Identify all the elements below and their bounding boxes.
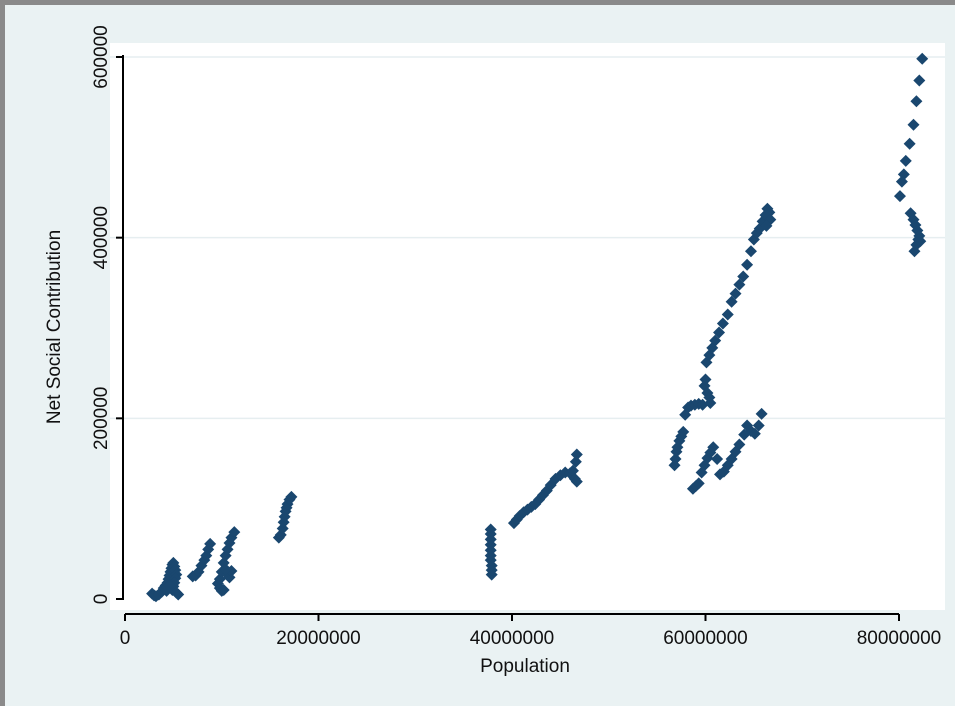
- data-point: [893, 190, 906, 203]
- x-axis: 0 20000000 40000000 60000000 80000000: [120, 614, 942, 649]
- y-tick-label: 400000: [91, 206, 112, 269]
- data-point: [737, 270, 750, 283]
- gridlines: [110, 56, 945, 420]
- x-tick-label: 60000000: [663, 628, 748, 649]
- data-point: [570, 448, 583, 461]
- data-point: [908, 245, 921, 258]
- data-point: [910, 95, 923, 108]
- data-point: [912, 233, 925, 246]
- data-point: [228, 526, 241, 539]
- data-point: [510, 513, 523, 526]
- data-point: [570, 475, 583, 488]
- y-axis: 0 200000 400000 600000: [91, 25, 123, 604]
- y-tick-label: 0: [91, 594, 112, 605]
- y-tick-label: 200000: [91, 387, 112, 450]
- data-point: [285, 490, 298, 503]
- data-point: [160, 584, 173, 597]
- data-point: [763, 206, 776, 219]
- data-point: [707, 441, 720, 454]
- data-point: [699, 373, 712, 386]
- data-point: [204, 537, 217, 550]
- x-tick-label: 40000000: [470, 628, 555, 649]
- y-tick-label: 600000: [91, 25, 112, 88]
- x-tick-label: 20000000: [276, 628, 361, 649]
- data-point: [907, 118, 920, 131]
- data-point: [677, 425, 690, 438]
- data-point: [752, 419, 765, 432]
- data-point: [744, 245, 757, 258]
- y-axis-title: Net Social Contribution: [44, 230, 65, 424]
- data-point: [704, 396, 717, 409]
- plot-area: [110, 43, 945, 610]
- scatter-chart: 0 200000 400000 600000 0 20000000 40000000 600…: [44, 25, 945, 677]
- data-point: [669, 452, 682, 465]
- x-tick-label: 0: [120, 628, 131, 649]
- data-point: [899, 154, 912, 167]
- data-point: [729, 287, 742, 300]
- data-point: [903, 137, 916, 150]
- data-point: [569, 455, 582, 468]
- data-point: [217, 583, 230, 596]
- data-point: [484, 523, 497, 536]
- data-point: [716, 317, 729, 330]
- data-point: [711, 452, 724, 465]
- x-axis-title: Population: [480, 656, 570, 677]
- data-point: [755, 407, 768, 420]
- data-points: [146, 52, 929, 603]
- data-point: [721, 308, 734, 321]
- data-point: [692, 477, 705, 490]
- data-point: [733, 438, 746, 451]
- data-point: [219, 563, 232, 576]
- data-point: [566, 464, 579, 477]
- data-point: [913, 74, 926, 87]
- data-point: [897, 168, 910, 181]
- x-tick-label: 80000000: [857, 628, 942, 649]
- data-point: [741, 258, 754, 271]
- data-point: [916, 52, 929, 65]
- data-point: [172, 588, 185, 601]
- data-point: [760, 219, 773, 232]
- data-point: [713, 326, 726, 339]
